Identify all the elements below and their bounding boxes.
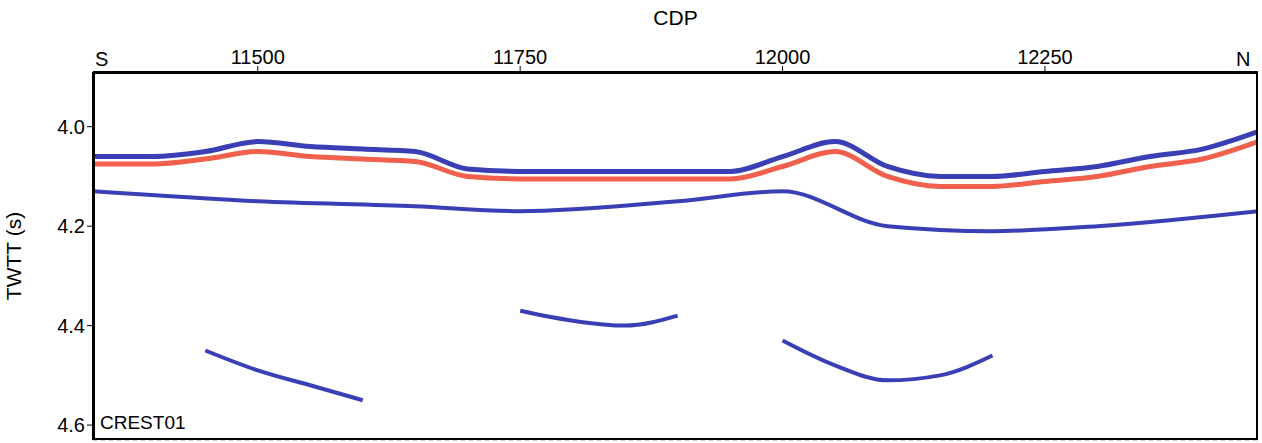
svg-text:12250: 12250 bbox=[1017, 46, 1073, 68]
html-text:N: N bbox=[1236, 48, 1251, 70]
html-text:S: S bbox=[95, 48, 109, 70]
svg-text:11500: 11500 bbox=[231, 46, 285, 68]
svg-text:4.0: 4.0 bbox=[57, 116, 85, 138]
svg-text:4.6: 4.6 bbox=[57, 414, 85, 436]
svg-text:TWTT (s): TWTT (s) bbox=[2, 212, 25, 300]
svg-text:4.2: 4.2 bbox=[57, 215, 85, 237]
svg-text:12000: 12000 bbox=[755, 46, 811, 68]
html-text:CREST01: CREST01 bbox=[100, 412, 186, 433]
svg-text:4.4: 4.4 bbox=[57, 315, 85, 337]
svg-text:CDP: CDP bbox=[653, 6, 697, 29]
svg-text:11750: 11750 bbox=[493, 46, 547, 68]
